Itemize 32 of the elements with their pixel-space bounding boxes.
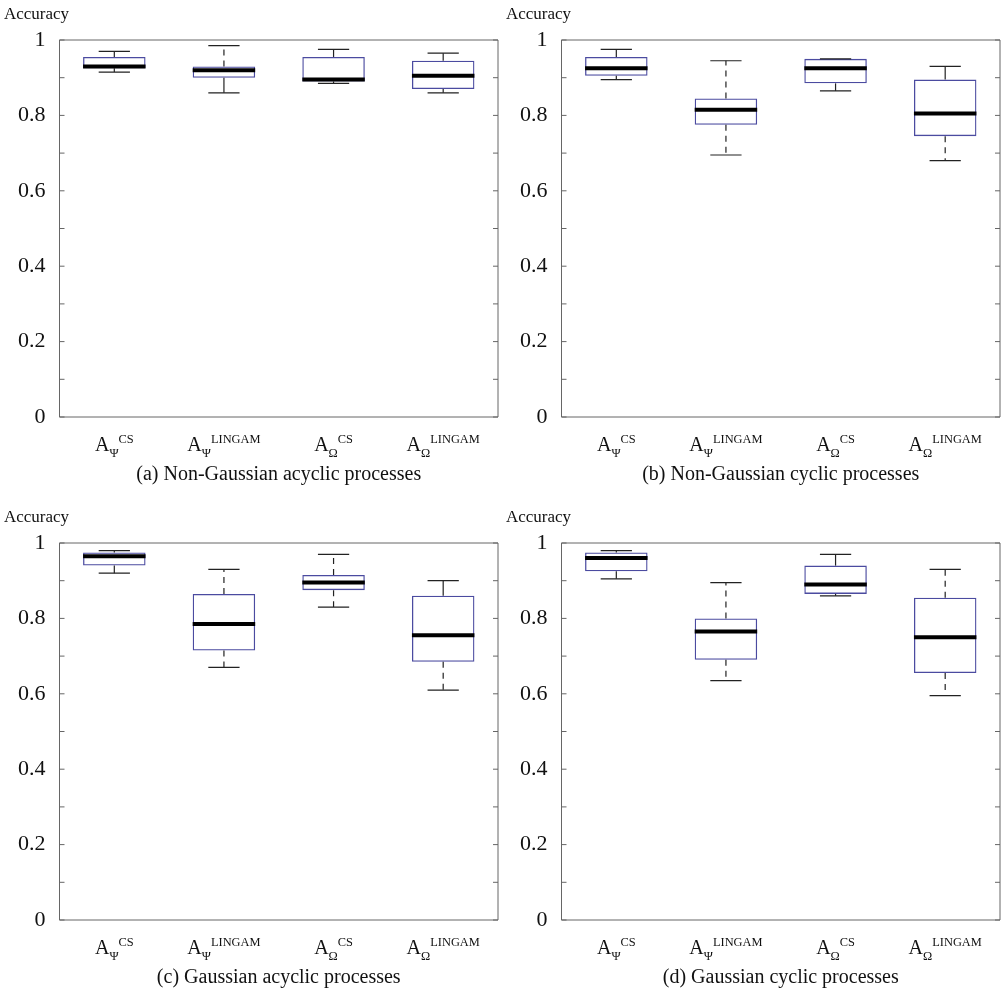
y-tick-label: 0.6	[520, 679, 548, 705]
y-axis-title: Accuracy	[506, 3, 572, 23]
y-tick-label: 0.4	[18, 251, 46, 277]
x-axis-title: (b) Non-Gaussian cyclic processes	[642, 462, 920, 486]
y-tick-label: 0	[34, 402, 46, 428]
y-tick-label: 0.8	[520, 101, 548, 127]
y-tick-label: 0.6	[520, 176, 548, 202]
y-tick-label: 0.2	[18, 830, 46, 856]
y-tick-label: 0.4	[520, 754, 548, 780]
y-tick-label: 0	[34, 905, 46, 931]
y-tick-label: 0	[536, 905, 548, 931]
y-tick-label: 0.2	[520, 327, 548, 353]
y-tick-label: 0.8	[520, 604, 548, 630]
x-axis-title: (d) Gaussian cyclic processes	[662, 965, 899, 989]
y-tick-label: 0.2	[18, 327, 46, 353]
y-tick-label: 0.4	[520, 251, 548, 277]
y-tick-label: 0.6	[18, 176, 46, 202]
y-tick-label: 0	[536, 402, 548, 428]
y-tick-label: 1	[536, 25, 548, 51]
y-tick-label: 1	[536, 528, 548, 554]
y-axis-title: Accuracy	[506, 506, 572, 526]
y-tick-label: 0.4	[18, 754, 46, 780]
y-axis-title: Accuracy	[4, 3, 70, 23]
y-tick-label: 0.8	[18, 101, 46, 127]
y-tick-label: 1	[34, 25, 46, 51]
y-tick-label: 1	[34, 528, 46, 554]
x-axis-title: (a) Non-Gaussian acyclic processes	[136, 462, 422, 486]
y-tick-label: 0.8	[18, 604, 46, 630]
x-axis-title: (c) Gaussian acyclic processes	[156, 965, 401, 989]
y-axis-title: Accuracy	[4, 506, 70, 526]
y-tick-label: 0.6	[18, 679, 46, 705]
y-tick-label: 0.2	[520, 830, 548, 856]
